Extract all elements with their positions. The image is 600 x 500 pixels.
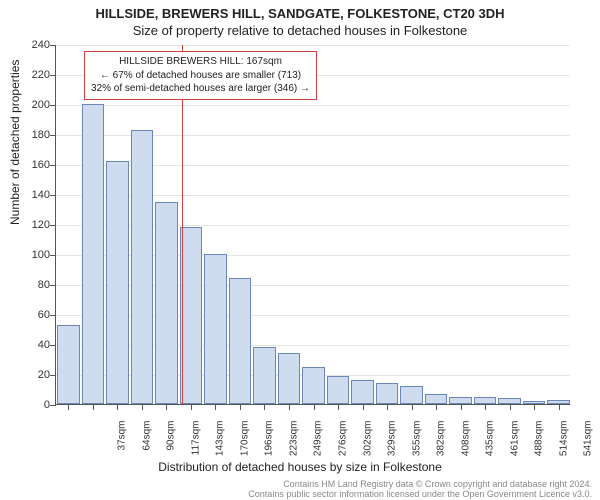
x-tick bbox=[289, 404, 290, 410]
bar bbox=[351, 380, 374, 404]
y-tick-label: 200 bbox=[20, 99, 50, 111]
figure-container: HILLSIDE, BREWERS HILL, SANDGATE, FOLKES… bbox=[0, 0, 600, 500]
bar bbox=[82, 104, 105, 404]
x-tick bbox=[485, 404, 486, 410]
y-tick-label: 180 bbox=[20, 129, 50, 141]
y-tick-label: 0 bbox=[20, 399, 50, 411]
x-tick bbox=[534, 404, 535, 410]
y-tick-label: 40 bbox=[20, 339, 50, 351]
reference-annotation-box: HILLSIDE BREWERS HILL: 167sqm ← 67% of d… bbox=[84, 51, 317, 100]
chart-title-line2: Size of property relative to detached ho… bbox=[0, 21, 600, 38]
y-tick bbox=[50, 315, 56, 316]
x-tick bbox=[142, 404, 143, 410]
bar bbox=[425, 394, 448, 405]
credit-line-1: Contains HM Land Registry data © Crown c… bbox=[283, 479, 592, 489]
bar bbox=[253, 347, 276, 404]
y-tick bbox=[50, 165, 56, 166]
x-tick bbox=[166, 404, 167, 410]
credit-line-2: Contains public sector information licen… bbox=[248, 489, 592, 499]
bar bbox=[327, 376, 350, 405]
x-tick bbox=[215, 404, 216, 410]
bar bbox=[400, 386, 423, 404]
bar bbox=[204, 254, 227, 404]
gridline bbox=[56, 45, 570, 46]
bar bbox=[155, 202, 178, 405]
x-tick bbox=[338, 404, 339, 410]
x-tick bbox=[436, 404, 437, 410]
bar bbox=[57, 325, 80, 405]
chart-plot-area: 02040608010012014016018020022024037sqm64… bbox=[55, 45, 570, 405]
y-tick bbox=[50, 105, 56, 106]
x-tick bbox=[93, 404, 94, 410]
x-tick bbox=[314, 404, 315, 410]
y-tick-label: 160 bbox=[20, 159, 50, 171]
x-tick bbox=[264, 404, 265, 410]
y-tick bbox=[50, 405, 56, 406]
bar bbox=[376, 383, 399, 404]
y-tick bbox=[50, 225, 56, 226]
y-tick-label: 240 bbox=[20, 39, 50, 51]
x-tick bbox=[240, 404, 241, 410]
bar bbox=[229, 278, 252, 404]
y-tick bbox=[50, 195, 56, 196]
y-tick-label: 220 bbox=[20, 69, 50, 81]
gridline bbox=[56, 105, 570, 106]
y-tick bbox=[50, 45, 56, 46]
x-tick bbox=[68, 404, 69, 410]
y-tick-label: 60 bbox=[20, 309, 50, 321]
annotation-line1: HILLSIDE BREWERS HILL: 167sqm bbox=[91, 55, 310, 69]
bar bbox=[302, 367, 325, 405]
annotation-line3: 32% of semi-detached houses are larger (… bbox=[91, 82, 310, 96]
bar bbox=[449, 397, 472, 405]
annotation-line2: ← 67% of detached houses are smaller (71… bbox=[91, 69, 310, 83]
x-tick bbox=[510, 404, 511, 410]
y-tick-label: 120 bbox=[20, 219, 50, 231]
y-tick-label: 80 bbox=[20, 279, 50, 291]
y-tick-label: 140 bbox=[20, 189, 50, 201]
x-tick bbox=[387, 404, 388, 410]
x-axis-title: Distribution of detached houses by size … bbox=[0, 460, 600, 474]
bar bbox=[131, 130, 154, 405]
x-tick bbox=[559, 404, 560, 410]
chart-title-line1: HILLSIDE, BREWERS HILL, SANDGATE, FOLKES… bbox=[0, 0, 600, 21]
x-tick bbox=[363, 404, 364, 410]
bar bbox=[278, 353, 301, 404]
bar bbox=[106, 161, 129, 404]
y-tick bbox=[50, 285, 56, 286]
y-tick bbox=[50, 75, 56, 76]
x-tick bbox=[191, 404, 192, 410]
x-tick bbox=[117, 404, 118, 410]
y-tick bbox=[50, 135, 56, 136]
x-tick bbox=[461, 404, 462, 410]
y-tick bbox=[50, 255, 56, 256]
bar bbox=[474, 397, 497, 405]
y-tick bbox=[50, 345, 56, 346]
y-tick bbox=[50, 375, 56, 376]
y-tick-label: 100 bbox=[20, 249, 50, 261]
y-tick-label: 20 bbox=[20, 369, 50, 381]
x-tick bbox=[412, 404, 413, 410]
